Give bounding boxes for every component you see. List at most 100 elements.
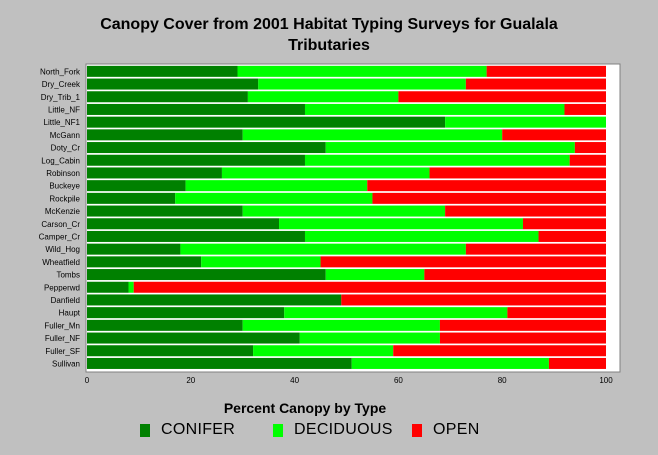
bar-camper-cr-deciduous: [304, 230, 539, 242]
bar-pepperwd-deciduous: [128, 281, 134, 293]
bar-fuller-nf-deciduous: [299, 332, 440, 344]
bar-mcgann-conifer: [87, 129, 243, 141]
x-tick-label-100: 100: [599, 376, 613, 385]
bar-doty-cr-conifer: [87, 142, 326, 154]
bar-little-nf-deciduous: [304, 103, 565, 115]
chart-title: Canopy Cover from 2001 Habitat Typing Su…: [0, 14, 658, 56]
bar-haupt-conifer: [87, 307, 285, 319]
bar-camper-cr-conifer: [87, 230, 305, 242]
legend-item-conifer: CONIFER: [140, 421, 235, 439]
category-label-tombs: Tombs: [56, 271, 80, 280]
bar-sullivan-open: [548, 357, 606, 369]
plot-area: [87, 65, 606, 370]
bar-camper-cr-open: [538, 230, 606, 242]
bar-fuller-nf-open: [439, 332, 606, 344]
bar-dry-trib-1-open: [398, 91, 606, 103]
legend-item-deciduous: DECIDUOUS: [273, 421, 393, 439]
category-label-mckenzie: McKenzie: [45, 207, 81, 216]
category-label-camper-cr: Camper_Cr: [39, 232, 81, 241]
legend-title: Percent Canopy by Type: [223, 400, 387, 416]
category-label-carson-cr: Carson_Cr: [41, 220, 80, 229]
x-tick-label-0: 0: [85, 376, 90, 385]
bar-buckeye-conifer: [87, 180, 186, 192]
bar-wheatfield-deciduous: [201, 256, 321, 268]
x-tick-label-60: 60: [394, 376, 403, 385]
category-label-danfield: Danfield: [51, 296, 80, 305]
legend-item-open: OPEN: [412, 421, 480, 439]
bar-sullivan-deciduous: [351, 357, 549, 369]
category-label-robinson: Robinson: [46, 169, 80, 178]
category-label-little-nf: Little_NF: [48, 105, 80, 114]
bar-robinson-open: [429, 167, 606, 179]
legend-swatch-open: [412, 423, 422, 437]
bar-fuller-sf-open: [393, 345, 606, 357]
bar-rockpile-open: [372, 192, 606, 204]
legend-label-open: OPEN: [433, 421, 480, 438]
category-label-little-nf1: Little_NF1: [44, 118, 81, 127]
bar-little-nf1-conifer: [87, 116, 446, 128]
category-label-haupt: Haupt: [59, 309, 81, 318]
bar-wild-hog-open: [465, 243, 606, 255]
bar-mckenzie-open: [445, 205, 606, 217]
bar-dry-trib-1-conifer: [87, 91, 248, 103]
category-label-mcgann: McGann: [50, 131, 80, 140]
bar-buckeye-open: [367, 180, 606, 192]
bar-fuller-mn-deciduous: [242, 319, 440, 331]
category-label-dry-trib-1: Dry_Trib_1: [41, 93, 81, 102]
bar-tombs-deciduous: [325, 269, 425, 281]
category-label-pepperwd: Pepperwd: [44, 283, 80, 292]
category-label-north-fork: North_Fork: [40, 67, 81, 76]
legend-swatch-deciduous: [273, 423, 283, 437]
bar-mckenzie-conifer: [87, 205, 243, 217]
x-tick-label-40: 40: [290, 376, 299, 385]
legend-label-deciduous: DECIDUOUS: [294, 421, 393, 438]
chart-title-line-2: Tributaries: [288, 37, 370, 54]
bar-robinson-conifer: [87, 167, 222, 179]
bar-wild-hog-deciduous: [180, 243, 466, 255]
bar-log-cabin-conifer: [87, 154, 305, 166]
bar-log-cabin-deciduous: [304, 154, 570, 166]
legend-label-conifer: CONIFER: [161, 421, 236, 438]
category-label-doty-cr: Doty_Cr: [51, 144, 81, 153]
bar-mcgann-deciduous: [242, 129, 503, 141]
bar-tombs-conifer: [87, 269, 326, 281]
bar-fuller-nf-conifer: [87, 332, 300, 344]
category-label-dry-creek: Dry_Creek: [42, 80, 81, 89]
bar-pepperwd-open: [133, 281, 606, 293]
bar-pepperwd-conifer: [87, 281, 129, 293]
category-label-rockpile: Rockpile: [49, 194, 80, 203]
bar-carson-cr-open: [522, 218, 606, 230]
bar-danfield-conifer: [87, 294, 342, 306]
bar-wheatfield-open: [320, 256, 606, 268]
x-tick-label-80: 80: [498, 376, 507, 385]
x-tick-labels: 0 20 40 60 80 100: [85, 376, 613, 385]
bar-fuller-sf-deciduous: [253, 345, 394, 357]
x-tick-label-20: 20: [186, 376, 195, 385]
category-label-fuller-sf: Fuller_SF: [45, 347, 80, 356]
bar-sullivan-conifer: [87, 357, 352, 369]
category-label-log-cabin: Log_Cabin: [41, 156, 80, 165]
category-label-fuller-nf: Fuller_NF: [45, 334, 80, 343]
bar-little-nf-conifer: [87, 103, 305, 115]
bar-doty-cr-deciduous: [325, 142, 575, 154]
bar-dry-creek-conifer: [87, 78, 259, 90]
bar-mckenzie-deciduous: [242, 205, 446, 217]
bars-group: [87, 65, 606, 369]
bar-rockpile-deciduous: [175, 192, 373, 204]
bar-buckeye-deciduous: [185, 180, 368, 192]
category-labels: North_Fork Dry_Creek Dry_Trib_1 Little_NF Li…: [39, 67, 81, 368]
bar-dry-creek-deciduous: [258, 78, 466, 90]
bar-fuller-mn-conifer: [87, 319, 243, 331]
bar-dry-trib-1-deciduous: [247, 91, 399, 103]
category-label-fuller-mn: Fuller_Mn: [44, 321, 80, 330]
chart-title-line-1: Canopy Cover from 2001 Habitat Typing Su…: [100, 16, 558, 33]
category-label-buckeye: Buckeye: [49, 182, 80, 191]
bar-carson-cr-conifer: [87, 218, 280, 230]
bar-tombs-open: [424, 269, 606, 281]
category-label-sullivan: Sullivan: [52, 359, 80, 368]
bar-north-fork-conifer: [87, 65, 238, 77]
bar-north-fork-deciduous: [237, 65, 487, 77]
category-label-wheatfield: Wheatfield: [42, 258, 80, 267]
bar-mcgann-open: [502, 129, 606, 141]
bar-little-nf1-deciduous: [445, 116, 606, 128]
